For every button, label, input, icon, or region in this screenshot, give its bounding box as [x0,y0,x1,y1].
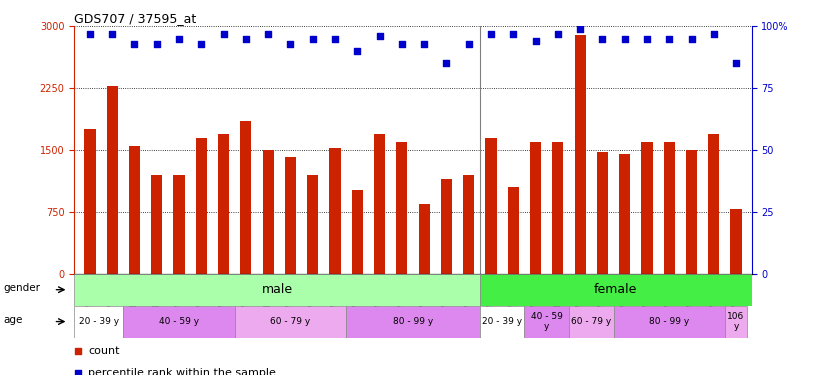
Bar [730,209,742,274]
Bar [84,129,96,274]
Text: female: female [594,283,638,296]
Point [551,31,564,37]
Bar [620,154,630,274]
Bar [240,121,251,274]
Bar [708,134,719,274]
Point [596,36,609,42]
Point [262,31,275,37]
Point [240,36,253,42]
Bar [346,306,480,338]
Bar [663,142,675,274]
Text: 40 - 59 y: 40 - 59 y [159,317,199,326]
Point [439,60,453,66]
Text: 60 - 79 y: 60 - 79 y [571,317,611,326]
Bar [235,306,346,338]
Bar [129,146,140,274]
Point [373,33,387,39]
Point [83,31,97,37]
Text: 40 - 59
y: 40 - 59 y [531,312,563,331]
Bar [553,142,563,274]
Point [71,348,84,354]
Point [150,40,164,46]
Bar [218,134,229,274]
Point [71,370,84,375]
Text: 20 - 39 y: 20 - 39 y [482,317,522,326]
Text: 60 - 79 y: 60 - 79 y [270,317,311,326]
Point [128,40,141,46]
Point [195,40,208,46]
Point [707,31,720,37]
Bar [508,187,519,274]
Point [329,36,342,42]
Text: age: age [4,315,23,325]
Text: 106
y: 106 y [728,312,745,331]
Point [506,31,520,37]
Point [685,36,698,42]
Bar [173,175,185,274]
Point [529,38,542,44]
Point [217,31,230,37]
Bar [480,306,525,338]
Point [351,48,364,54]
Text: GDS707 / 37595_at: GDS707 / 37595_at [74,12,197,25]
Bar [614,306,725,338]
Bar [441,179,452,274]
Bar [641,142,653,274]
Text: 80 - 99 y: 80 - 99 y [393,317,433,326]
Text: count: count [88,346,120,356]
Bar [123,306,235,338]
Text: 80 - 99 y: 80 - 99 y [649,317,690,326]
Bar [196,138,206,274]
Text: 20 - 39 y: 20 - 39 y [78,317,119,326]
Point [417,40,430,46]
Bar [569,306,614,338]
Bar [725,306,748,338]
Text: gender: gender [4,283,40,293]
Bar [263,150,273,274]
Bar [686,150,697,274]
Bar [74,274,480,306]
Bar [285,157,296,274]
Bar [525,306,569,338]
Bar [74,306,123,338]
Point [173,36,186,42]
Bar [486,138,496,274]
Bar [330,147,340,274]
Bar [419,204,430,274]
Point [484,31,497,37]
Bar [352,190,363,274]
Point [573,26,586,32]
Point [396,40,409,46]
Point [662,36,676,42]
Point [640,36,653,42]
Point [618,36,631,42]
Point [306,36,320,42]
Bar [575,34,586,274]
Text: percentile rank within the sample: percentile rank within the sample [88,368,276,375]
Bar [530,142,541,274]
Text: male: male [262,283,292,296]
Bar [463,175,474,274]
Bar [480,274,752,306]
Bar [597,152,608,274]
Point [462,40,475,46]
Bar [151,175,163,274]
Bar [307,175,318,274]
Bar [374,134,385,274]
Point [106,31,119,37]
Point [284,40,297,46]
Bar [107,87,118,274]
Point [729,60,743,66]
Bar [396,142,407,274]
